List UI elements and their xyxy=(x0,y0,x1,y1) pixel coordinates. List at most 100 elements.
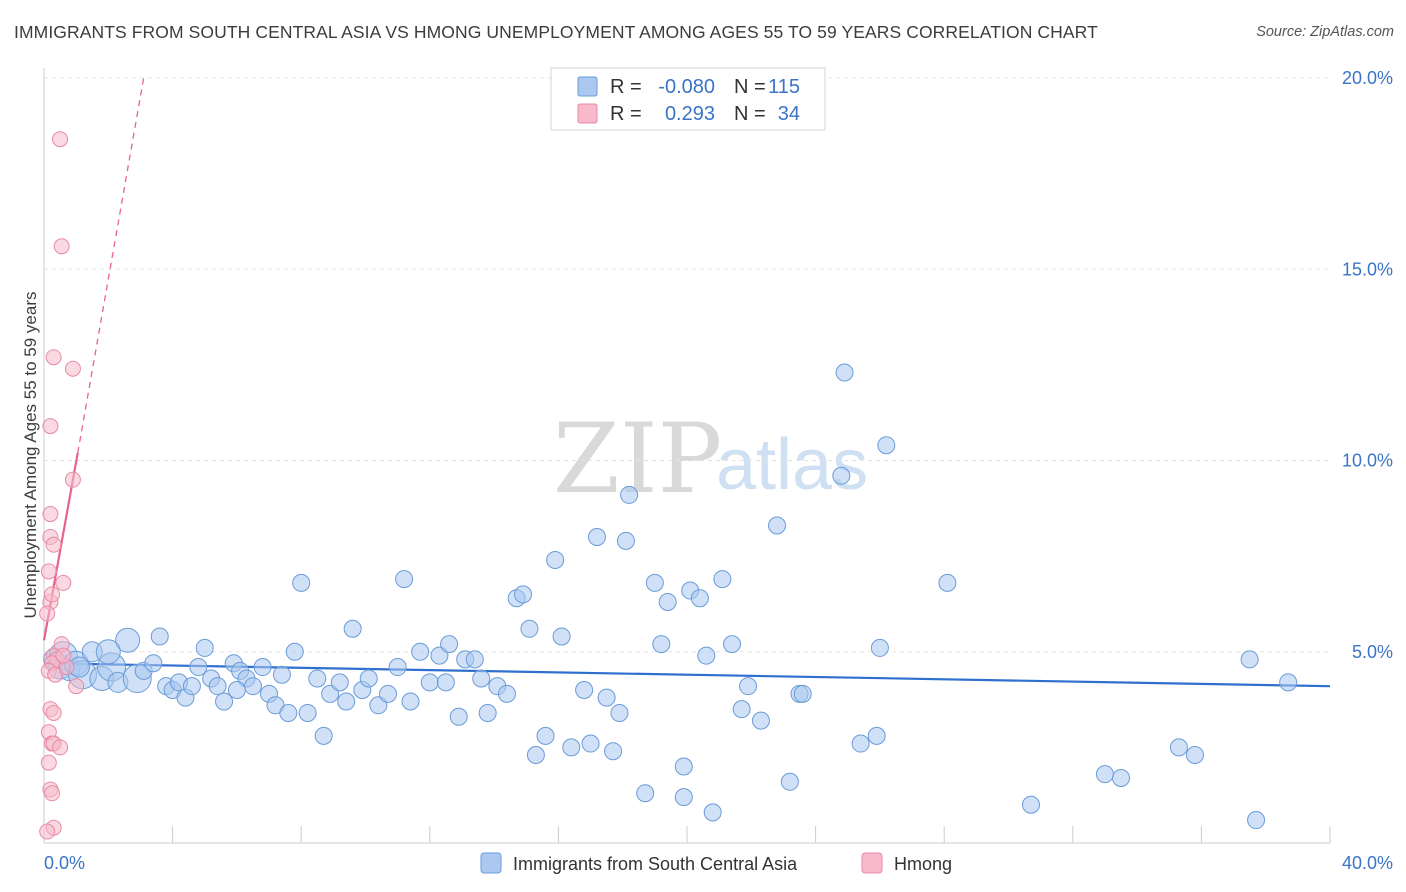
data-point-south-central-asia xyxy=(395,570,414,589)
y-tick-label: 5.0% xyxy=(1352,642,1393,662)
data-point-south-central-asia xyxy=(546,550,565,569)
data-point-south-central-asia xyxy=(870,638,889,657)
data-point-south-central-asia xyxy=(1095,765,1114,784)
data-point-hmong xyxy=(39,605,56,622)
data-point-south-central-asia xyxy=(330,673,349,692)
data-point-hmong xyxy=(47,666,64,683)
data-point-south-central-asia xyxy=(208,677,227,696)
data-point-south-central-asia xyxy=(472,669,491,688)
data-point-south-central-asia xyxy=(436,673,455,692)
data-point-south-central-asia xyxy=(674,788,693,807)
legend-r-label: R = xyxy=(610,103,642,125)
data-point-south-central-asia xyxy=(243,677,262,696)
data-point-south-central-asia xyxy=(581,734,600,753)
data-point-hmong xyxy=(42,506,59,523)
y-tick-label: 15.0% xyxy=(1342,259,1393,279)
data-point-south-central-asia xyxy=(182,677,201,696)
data-point-south-central-asia xyxy=(298,703,317,722)
data-point-south-central-asia xyxy=(95,639,121,665)
data-point-south-central-asia xyxy=(1169,738,1188,757)
bottom-legend-label-blue: Immigrants from South Central Asia xyxy=(513,854,798,874)
data-points xyxy=(39,131,1298,840)
legend: R = -0.080 N = 115 R = 0.293 N = 34 xyxy=(550,67,826,131)
data-point-hmong xyxy=(45,536,62,553)
x-tick-label: 0.0% xyxy=(44,853,85,873)
data-point-south-central-asia xyxy=(587,528,606,546)
data-point-hmong xyxy=(52,739,69,756)
data-point-south-central-asia xyxy=(343,619,362,638)
data-point-south-central-asia xyxy=(697,646,716,665)
data-point-south-central-asia xyxy=(321,684,340,703)
data-point-south-central-asia xyxy=(832,466,851,485)
data-point-south-central-asia xyxy=(835,363,854,382)
data-point-south-central-asia xyxy=(285,642,304,661)
data-point-south-central-asia xyxy=(478,703,497,722)
data-point-south-central-asia xyxy=(189,658,208,677)
data-point-south-central-asia xyxy=(1185,746,1204,765)
data-point-south-central-asia xyxy=(703,803,722,822)
data-point-south-central-asia xyxy=(751,711,770,730)
data-point-south-central-asia xyxy=(645,573,664,592)
data-point-south-central-asia xyxy=(279,703,298,722)
data-point-south-central-asia xyxy=(388,658,407,677)
data-point-hmong xyxy=(64,360,81,377)
y-tick-label: 10.0% xyxy=(1342,451,1393,471)
data-point-south-central-asia xyxy=(292,573,311,592)
data-point-hmong xyxy=(40,563,57,580)
data-point-south-central-asia xyxy=(536,726,555,745)
data-point-hmong xyxy=(53,238,70,255)
data-point-south-central-asia xyxy=(674,757,693,776)
data-point-south-central-asia xyxy=(272,665,291,684)
data-point-south-central-asia xyxy=(616,531,635,550)
data-point-south-central-asia xyxy=(430,646,449,665)
data-point-south-central-asia xyxy=(713,570,732,589)
gridlines xyxy=(44,77,1330,653)
data-point-hmong xyxy=(44,586,61,603)
legend-n-value: 34 xyxy=(778,103,800,125)
data-point-south-central-asia xyxy=(497,684,516,703)
data-point-south-central-asia xyxy=(215,692,234,711)
data-point-south-central-asia xyxy=(1240,650,1259,669)
data-point-south-central-asia xyxy=(337,692,356,711)
legend-r-label: R = xyxy=(610,76,642,98)
bottom-legend-swatch-pink xyxy=(861,852,883,874)
chart-title: IMMIGRANTS FROM SOUTH CENTRAL ASIA VS HM… xyxy=(14,22,1098,42)
data-point-south-central-asia xyxy=(652,635,671,654)
data-point-south-central-asia xyxy=(359,669,378,688)
data-point-hmong xyxy=(42,418,59,435)
data-point-south-central-asia xyxy=(150,627,169,646)
data-point-south-central-asia xyxy=(604,742,623,761)
data-point-south-central-asia xyxy=(449,707,468,726)
data-point-south-central-asia xyxy=(739,677,758,696)
data-point-south-central-asia xyxy=(253,658,272,677)
data-point-hmong xyxy=(44,785,61,802)
tick-labels: 5.0% 10.0% 15.0% 20.0% 0.0% 40.0% xyxy=(44,68,1393,873)
data-point-south-central-asia xyxy=(867,726,886,745)
data-point-south-central-asia xyxy=(144,654,163,673)
data-point-south-central-asia xyxy=(1247,811,1266,830)
data-point-hmong xyxy=(64,471,81,488)
data-point-south-central-asia xyxy=(465,650,484,669)
data-point-south-central-asia xyxy=(658,593,677,612)
data-point-hmong xyxy=(52,131,69,148)
data-point-south-central-asia xyxy=(369,696,388,715)
data-point-south-central-asia xyxy=(575,681,594,699)
legend-n-value: 115 xyxy=(768,76,800,98)
data-point-south-central-asia xyxy=(780,772,799,791)
legend-n-label: N = xyxy=(734,103,766,125)
data-point-south-central-asia xyxy=(526,746,545,765)
y-tick-label: 20.0% xyxy=(1342,68,1393,88)
data-point-south-central-asia xyxy=(620,485,639,504)
data-point-south-central-asia xyxy=(636,784,655,803)
bottom-legend: Immigrants from South Central Asia Hmong xyxy=(480,852,952,874)
data-point-hmong xyxy=(39,823,56,840)
data-point-south-central-asia xyxy=(520,619,539,638)
trend-line-extension xyxy=(77,77,145,453)
data-point-south-central-asia xyxy=(411,642,430,661)
watermark-zip: ZIP xyxy=(553,403,722,515)
data-point-south-central-asia xyxy=(552,627,571,646)
data-point-hmong xyxy=(40,754,57,771)
legend-r-value: 0.293 xyxy=(665,103,715,125)
data-point-south-central-asia xyxy=(768,516,787,535)
data-point-south-central-asia xyxy=(938,573,957,592)
